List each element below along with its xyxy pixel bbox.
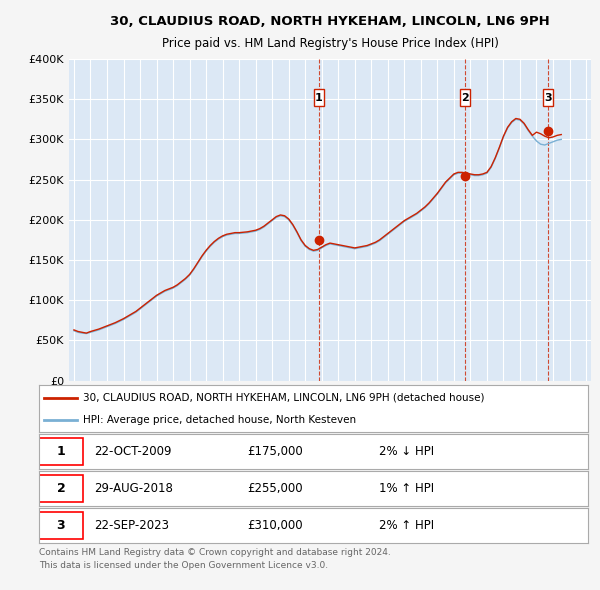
Text: Price paid vs. HM Land Registry's House Price Index (HPI): Price paid vs. HM Land Registry's House … <box>161 37 499 50</box>
Text: 3: 3 <box>545 93 552 103</box>
FancyBboxPatch shape <box>314 88 323 106</box>
Text: 1: 1 <box>315 93 322 103</box>
FancyBboxPatch shape <box>544 88 553 106</box>
Text: 29-AUG-2018: 29-AUG-2018 <box>94 482 173 495</box>
Text: 22-SEP-2023: 22-SEP-2023 <box>94 519 169 532</box>
Text: HPI: Average price, detached house, North Kesteven: HPI: Average price, detached house, Nort… <box>83 415 356 425</box>
FancyBboxPatch shape <box>39 438 83 465</box>
Text: 2% ↑ HPI: 2% ↑ HPI <box>379 519 434 532</box>
Text: 2% ↓ HPI: 2% ↓ HPI <box>379 445 434 458</box>
Text: 1% ↑ HPI: 1% ↑ HPI <box>379 482 434 495</box>
Text: £175,000: £175,000 <box>248 445 304 458</box>
Text: 2: 2 <box>56 482 65 495</box>
Text: 30, CLAUDIUS ROAD, NORTH HYKEHAM, LINCOLN, LN6 9PH (detached house): 30, CLAUDIUS ROAD, NORTH HYKEHAM, LINCOL… <box>83 393 484 403</box>
Text: £255,000: £255,000 <box>248 482 303 495</box>
Text: Contains HM Land Registry data © Crown copyright and database right 2024.: Contains HM Land Registry data © Crown c… <box>39 548 391 557</box>
FancyBboxPatch shape <box>39 475 83 502</box>
Text: 3: 3 <box>56 519 65 532</box>
Text: 30, CLAUDIUS ROAD, NORTH HYKEHAM, LINCOLN, LN6 9PH: 30, CLAUDIUS ROAD, NORTH HYKEHAM, LINCOL… <box>110 15 550 28</box>
FancyBboxPatch shape <box>460 88 470 106</box>
Text: £310,000: £310,000 <box>248 519 303 532</box>
Text: This data is licensed under the Open Government Licence v3.0.: This data is licensed under the Open Gov… <box>39 561 328 570</box>
FancyBboxPatch shape <box>39 512 83 539</box>
Text: 2: 2 <box>461 93 469 103</box>
Text: 1: 1 <box>56 445 65 458</box>
Text: 22-OCT-2009: 22-OCT-2009 <box>94 445 172 458</box>
